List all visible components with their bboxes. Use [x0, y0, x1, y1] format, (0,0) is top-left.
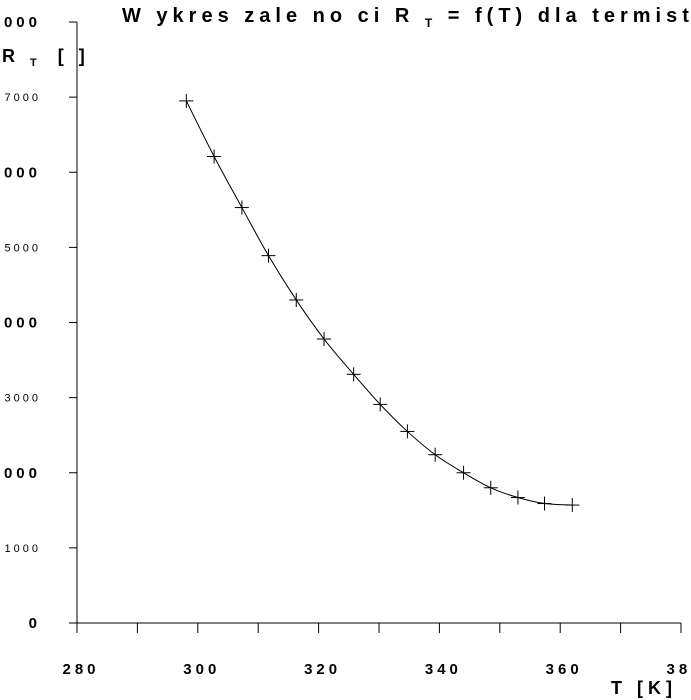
y-tick-label: 3000: [5, 393, 41, 405]
y-tick-label: 7000: [5, 92, 41, 104]
data-point-marker: [537, 496, 552, 511]
data-point-marker: [428, 447, 443, 462]
y-tick-label: 8000: [0, 14, 41, 31]
data-point-marker: [317, 332, 332, 347]
data-point-marker: [373, 397, 388, 412]
data-point-marker: [565, 498, 580, 513]
data-point-marker: [261, 248, 276, 263]
data-point-marker: [510, 490, 525, 505]
data-point-marker: [483, 480, 498, 495]
x-tick-label: 360: [546, 661, 583, 678]
data-point-marker: [289, 292, 304, 307]
y-tick-label: 4000: [0, 315, 41, 332]
y-tick-label: 2000: [0, 465, 41, 482]
chart-title: W ykres zale no ci R T = f(T) dla termis…: [122, 5, 691, 32]
y-axis-label-unit: [ ]: [58, 46, 90, 66]
x-tick-label: 340: [425, 661, 462, 678]
y-axis-label: R T [ ]: [2, 46, 90, 70]
data-point-marker: [179, 93, 194, 108]
y-tick-label: 1000: [5, 543, 41, 555]
x-tick-label: 380: [666, 661, 691, 678]
data-point-marker: [400, 424, 415, 439]
series-line: [185, 100, 573, 506]
x-axis-ticks: 280 300 320 340 360 380: [62, 623, 691, 678]
data-point-marker: [207, 149, 222, 164]
axes: [76, 22, 681, 624]
chart-title-subscript: T: [425, 16, 437, 30]
x-tick-label: 300: [183, 661, 220, 678]
data-point-marker: [456, 465, 471, 480]
y-tick-label: 0: [29, 615, 41, 632]
y-tick-label: 6000: [0, 164, 41, 181]
y-axis-ticks: 0 1000 2000 3000 4000 5000 6000 7000 8000: [0, 14, 77, 632]
y-tick-label: 5000: [5, 242, 41, 254]
chart-title-tail: = f(T) dla termistora 1: [448, 5, 691, 27]
data-point-marker: [346, 367, 361, 382]
y-axis-label-main: R: [2, 46, 20, 66]
x-tick-label: 320: [304, 661, 341, 678]
chart-title-main: W ykres zale no ci R: [122, 5, 414, 27]
x-axis-label: T [K]: [611, 678, 677, 698]
x-tick-label: 280: [62, 661, 99, 678]
data-series: [179, 93, 580, 513]
y-axis-label-subscript: T: [30, 57, 42, 69]
data-point-marker: [234, 200, 249, 215]
